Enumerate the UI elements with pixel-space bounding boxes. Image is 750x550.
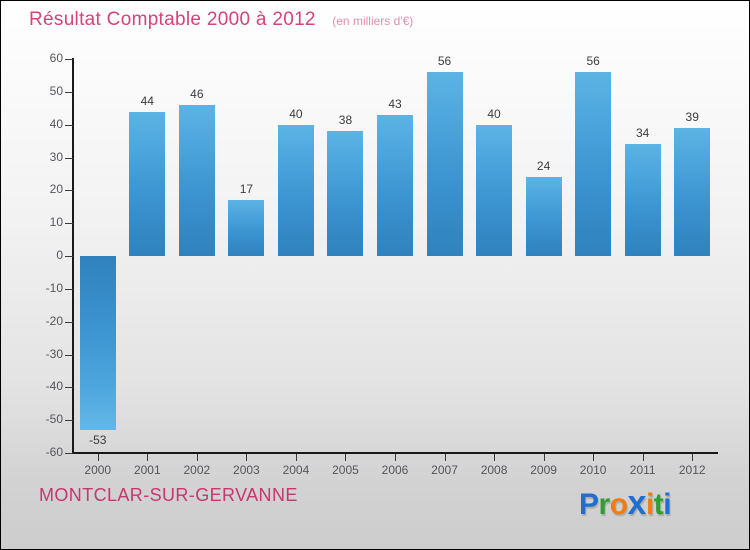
x-axis-label: 2003 <box>233 463 260 477</box>
bar-value-label: 46 <box>190 86 204 101</box>
y-axis-label: -50 <box>45 412 63 427</box>
bar-value-label: 17 <box>239 182 254 197</box>
bar <box>575 72 612 256</box>
x-axis-tick <box>147 454 149 461</box>
x-axis-label: 2002 <box>183 463 211 477</box>
y-axis-tick <box>65 387 73 389</box>
logo-letter: o <box>609 488 628 521</box>
bar-value-label: 40 <box>487 106 501 121</box>
x-axis-label: 2006 <box>381 463 409 477</box>
y-axis-tick <box>65 190 73 192</box>
y-axis-line <box>72 58 74 454</box>
y-axis-tick <box>65 256 73 257</box>
y-axis-tick <box>65 157 73 159</box>
bar-value-label: 56 <box>586 54 600 69</box>
bar <box>377 114 413 256</box>
proxiti-logo[interactable]: Proxiti <box>579 483 699 523</box>
logo-letter: P <box>579 488 599 521</box>
y-axis-label: 30 <box>49 149 63 164</box>
bar <box>178 104 215 256</box>
bars-container <box>73 59 717 453</box>
y-axis-label: 20 <box>49 182 63 197</box>
y-axis-tick <box>65 321 73 323</box>
x-axis-label: 2000 <box>84 463 112 477</box>
x-axis-label: 2011 <box>629 463 656 477</box>
x-axis-tick <box>444 454 446 461</box>
y-axis-label: 40 <box>49 116 63 131</box>
bar-value-label: 56 <box>437 54 452 69</box>
y-axis-tick <box>65 124 73 126</box>
bar-value-label: 34 <box>636 126 650 141</box>
y-axis-label: 10 <box>49 215 63 230</box>
bar <box>228 200 265 256</box>
bar <box>327 131 364 256</box>
x-axis-label: 2009 <box>530 463 557 477</box>
bar-value-label: -53 <box>89 433 107 448</box>
bar-value-label: 44 <box>140 93 154 108</box>
x-axis-line <box>72 452 718 454</box>
bar <box>476 124 513 256</box>
x-axis-label: 2001 <box>133 463 161 477</box>
x-axis-tick <box>97 454 99 461</box>
bar <box>277 124 314 256</box>
bar <box>624 144 661 256</box>
y-axis-label: -10 <box>45 280 63 295</box>
x-axis-label: 2010 <box>579 463 607 477</box>
y-axis-tick <box>65 59 73 60</box>
y-axis-label: 50 <box>49 83 63 98</box>
logo-letter: t <box>653 488 664 521</box>
x-axis-label: 2007 <box>431 463 458 477</box>
place-name: MONTCLAR-SUR-GERVANNE <box>39 485 298 505</box>
bar <box>426 72 463 256</box>
bar-value-label: 39 <box>685 109 699 124</box>
y-axis-tick <box>65 91 73 93</box>
x-axis-tick <box>196 454 198 461</box>
bar-value-label: 40 <box>289 106 303 121</box>
bar-value-label: 24 <box>536 159 551 174</box>
logo-letter: i <box>645 488 654 521</box>
x-axis-tick <box>642 454 644 461</box>
title-bar: Résultat Comptable 2000 à 2012 (en milli… <box>29 9 413 31</box>
bar <box>525 177 562 256</box>
bar-value-label: 43 <box>388 96 402 111</box>
bar <box>129 111 166 256</box>
chart-subtitle: (en milliers d'€) <box>332 14 414 28</box>
x-axis-label: 2004 <box>282 463 310 477</box>
y-axis-label: -20 <box>45 313 63 328</box>
logo-letter: x <box>627 484 647 522</box>
bar <box>79 256 116 431</box>
y-axis-tick <box>65 354 73 356</box>
x-axis-tick <box>295 454 297 461</box>
y-axis-label: 60 <box>49 51 63 65</box>
x-axis-tick <box>692 454 694 461</box>
x-axis-label: 2012 <box>678 463 706 477</box>
y-axis-tick <box>65 420 73 422</box>
chart-plot-wrapper: 60 50 40 30 20 10 0 -10 -20 -30 -40 -50 -60 2000 2001… <box>1 1 749 477</box>
x-axis-tick <box>494 454 496 461</box>
x-axis-label: 2008 <box>480 463 508 477</box>
y-axis-tick <box>65 453 73 454</box>
y-axis-label: 0 <box>56 248 63 262</box>
logo-letter: i <box>663 488 672 521</box>
footer: MONTCLAR-SUR-GERVANNE Proxiti <box>1 471 749 549</box>
x-axis-label: 2005 <box>332 463 359 477</box>
y-axis-label: -30 <box>45 346 63 361</box>
x-axis-tick <box>246 454 248 461</box>
x-axis-tick <box>593 454 595 461</box>
logo-letter: r <box>598 488 611 521</box>
x-axis-tick <box>543 454 545 461</box>
y-axis-label: -40 <box>45 379 63 394</box>
x-axis-tick <box>395 454 396 461</box>
y-axis-label: -60 <box>45 445 63 459</box>
x-axis-tick <box>345 454 347 461</box>
y-axis-tick <box>65 288 73 290</box>
bar-value-label: 38 <box>338 113 353 128</box>
bar <box>674 127 711 256</box>
y-axis-tick <box>65 223 73 225</box>
page-title: Résultat Comptable 2000 à 2012 <box>29 9 316 30</box>
